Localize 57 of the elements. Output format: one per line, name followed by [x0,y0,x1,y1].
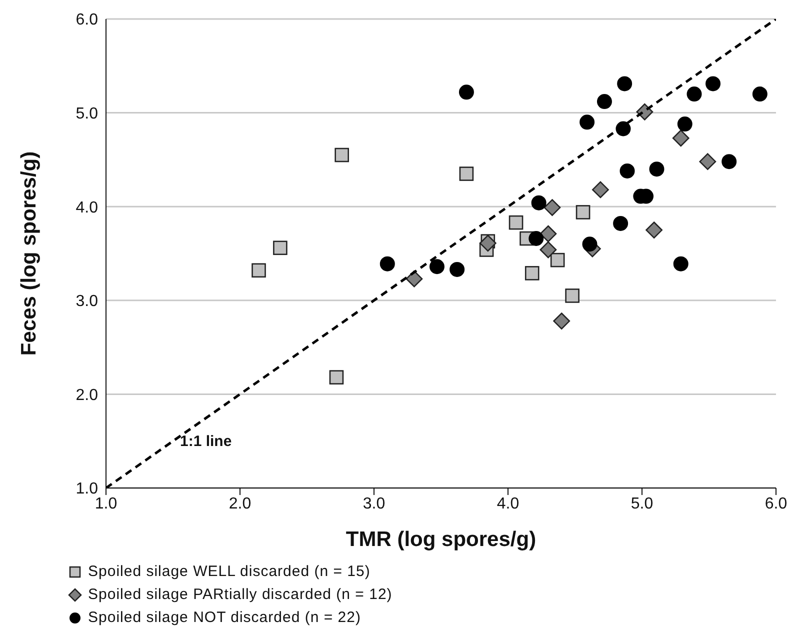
x-tick-label: 1.0 [94,495,118,512]
point [531,195,546,210]
point [406,270,423,288]
legend-label: Spoiled silage PARtially discarded (n = 12) [87,585,394,605]
point [649,162,664,177]
point [699,153,716,170]
point [544,199,561,216]
point [582,236,598,252]
legend-label: Spoiled silage WELL discarded (n = 15) [87,562,372,582]
point [620,163,635,178]
x-tick-label: 3.0 [362,495,386,512]
point [722,154,737,170]
x-tick-label: 6.0 [764,495,788,512]
point [592,181,609,198]
point [524,266,540,280]
point [508,215,524,230]
point [252,263,266,278]
point [553,312,570,330]
x-tick-label: 2.0 [228,495,252,512]
point [380,256,395,272]
y-tick-label: 1.0 [76,480,98,498]
point [540,241,557,258]
point [706,76,721,92]
y-tick-label: 4.0 [76,199,98,216]
y-tick-label: 2.0 [76,386,98,404]
annotation: 1:1 line [180,433,232,450]
point [752,86,768,102]
point [329,370,344,384]
point [613,216,628,231]
y-axis-title: Feces (log spores/g) [17,151,40,356]
point [576,205,590,220]
point [646,222,663,238]
point [450,262,465,277]
point [334,148,349,162]
point [479,234,496,252]
legend-label: Spoiled silage NOT discarded (n = 22) [87,608,362,628]
point [673,256,688,272]
point [458,84,474,100]
y-tick-label: 5.0 [76,105,98,122]
x-tick-label: 4.0 [496,495,520,512]
point [429,259,444,274]
x-tick-label: 5.0 [630,495,654,512]
y-tick-label: 3.0 [76,293,98,310]
point [596,94,612,110]
y-tick-label: 6.0 [76,12,98,29]
point [617,76,632,92]
point [459,166,474,181]
point [580,114,595,130]
point [528,230,544,246]
point [677,116,692,132]
point [672,130,690,147]
point [550,252,565,268]
point [565,288,580,303]
point [540,225,557,242]
point [686,86,702,102]
x-axis-title: TMR (log spores/g) [346,528,536,551]
point [273,240,288,256]
